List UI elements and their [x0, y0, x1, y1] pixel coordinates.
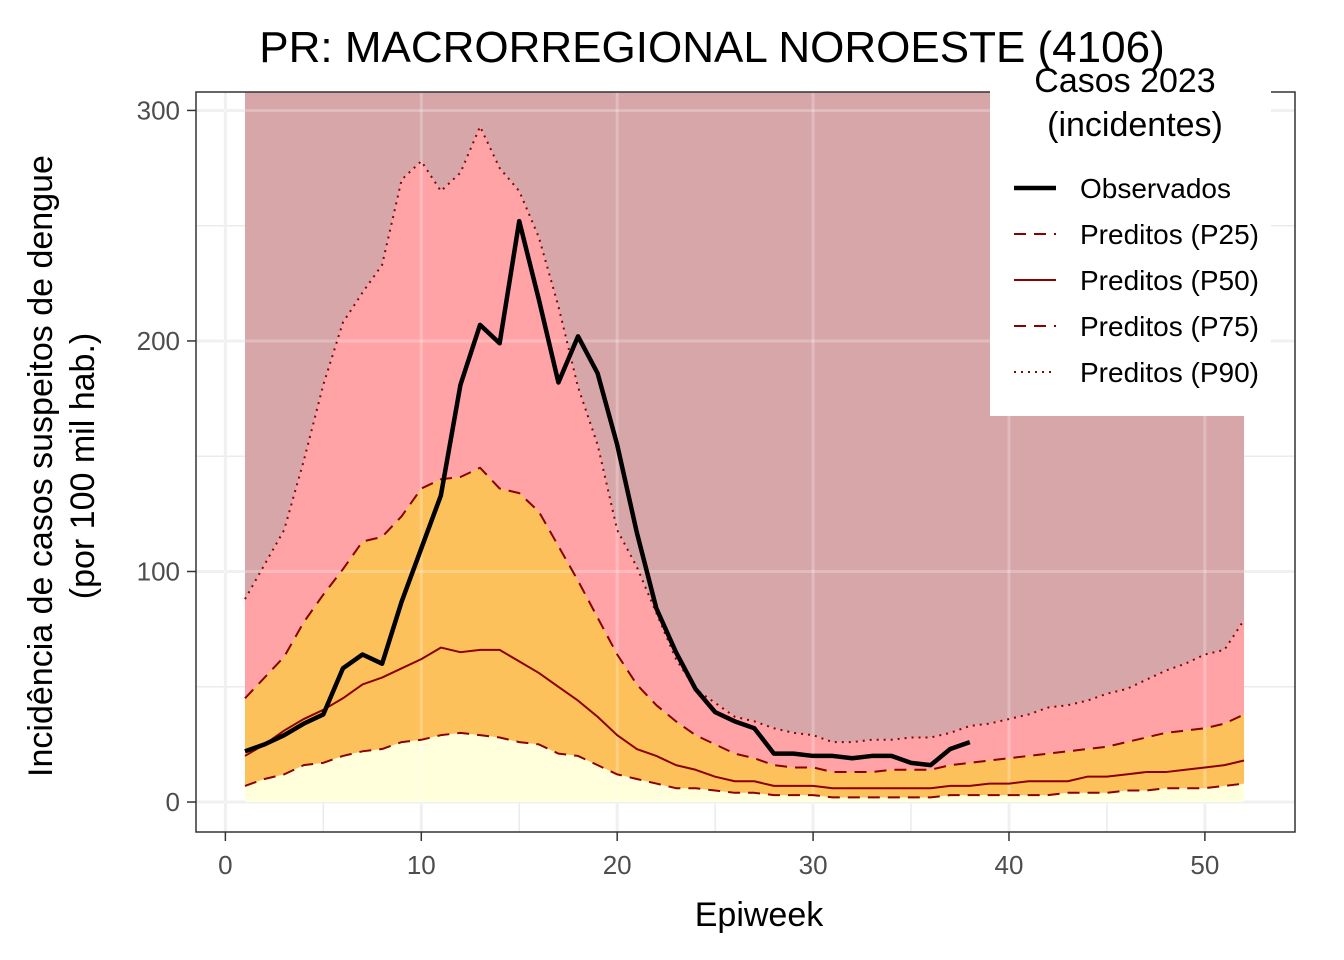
- y-axis-title-line1: Incidência de casos suspeitos de dengue: [22, 155, 60, 777]
- y-tick-label: 200: [137, 326, 180, 356]
- legend-title-line2: (incidentes): [1047, 106, 1223, 144]
- legend: Casos 2023 (incidentes) Observados Predit…: [990, 62, 1271, 416]
- x-tick-label: 20: [603, 850, 632, 880]
- legend-label-4: Preditos (P90): [1080, 357, 1259, 388]
- chart-title: PR: MACRORREGIONAL NOROESTE (4106): [259, 23, 1164, 72]
- x-tick-label: 30: [799, 850, 828, 880]
- x-axis-title: Epiweek: [695, 896, 825, 934]
- legend-title-line1: Casos 2023: [1034, 62, 1215, 100]
- y-tick-label: 0: [166, 787, 180, 817]
- y-axis-title: Incidência de casos suspeitos de dengue …: [22, 155, 102, 777]
- series-p25-line: [244, 731, 1245, 799]
- x-tick-label: 10: [407, 850, 436, 880]
- band-p25-p75: [244, 467, 1245, 798]
- x-tick-label: 50: [1190, 850, 1219, 880]
- x-tick-label: 0: [218, 850, 232, 880]
- legend-label-0: Observados: [1080, 173, 1231, 204]
- series-p75-line: [244, 466, 1245, 774]
- series-observados-line: [244, 218, 971, 768]
- y-axis-title-line2: (por 100 mil hab.): [64, 333, 102, 599]
- band-below-p25: [244, 732, 1245, 803]
- series-p50-line: [244, 646, 1245, 790]
- y-tick-label: 300: [137, 95, 180, 125]
- legend-label-1: Preditos (P25): [1080, 219, 1259, 250]
- band-p75-p90: [244, 126, 1245, 773]
- legend-label-2: Preditos (P50): [1080, 265, 1259, 296]
- legend-background: [990, 74, 1271, 416]
- legend-label-3: Preditos (P75): [1080, 311, 1259, 342]
- plot-border: [195, 91, 1296, 833]
- y-tick-label: 100: [137, 557, 180, 587]
- x-tick-label: 40: [995, 850, 1024, 880]
